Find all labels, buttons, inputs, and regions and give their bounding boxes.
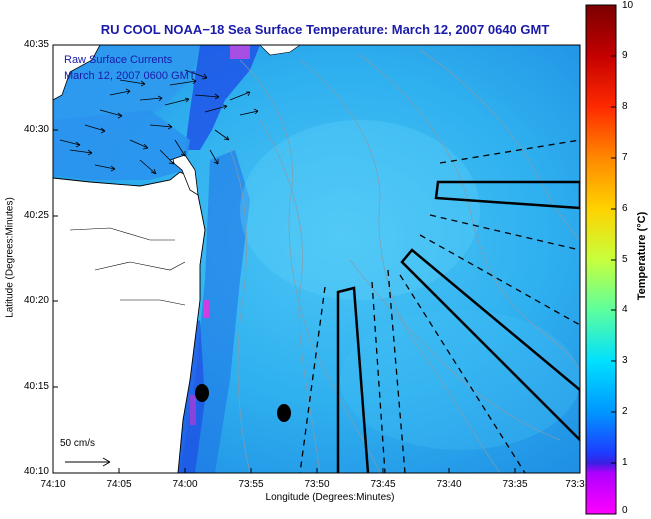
- colorbar-tick-label: 7: [622, 152, 628, 163]
- x-tick-marks: [52, 468, 581, 473]
- y-tick-marks: [53, 44, 58, 474]
- colorbar-tick-label: 4: [622, 304, 628, 315]
- x-tick-label: 73:35: [502, 479, 528, 490]
- colorbar-tick-label: 2: [622, 406, 628, 417]
- colorbar-tick-label: 10: [622, 0, 634, 11]
- colorbar-tick-label: 8: [622, 101, 628, 112]
- y-tick-label: 40:15: [23, 381, 49, 392]
- surface-current-vectors: [59, 69, 259, 175]
- station-marker: [277, 404, 291, 422]
- colorbar-tick-label: 6: [622, 203, 628, 214]
- x-axis-label: Longitude (Degrees:Minutes): [265, 492, 395, 503]
- scale-arrow: [65, 457, 111, 467]
- colorbar-label: Temperature (°C): [636, 211, 648, 301]
- y-tick-label: 40:35: [23, 39, 49, 50]
- x-tick-label: 74:10: [40, 479, 66, 490]
- x-tick-label: 73:50: [304, 479, 330, 490]
- currents-date-label: March 12, 2007 0600 GMT: [64, 70, 196, 82]
- x-tick-label: 74:05: [106, 479, 132, 490]
- scale-label: 50 cm/s: [60, 438, 96, 449]
- x-tick-label: 74:00: [172, 479, 198, 490]
- colorbar-tick-label: 1: [622, 457, 628, 468]
- currents-label: Raw Surface Currents: [64, 54, 173, 66]
- y-axis-label: Latitude (Degrees:Minutes): [4, 197, 16, 318]
- land-mask: [53, 45, 301, 473]
- x-tick-label: 73:40: [436, 479, 462, 490]
- x-tick-label: 73:45: [370, 479, 396, 490]
- bathymetry-contours: [229, 49, 580, 473]
- y-tick-label: 40:30: [23, 124, 49, 135]
- map-title: RU COOL NOAA−18 Sea Surface Temperature:…: [100, 22, 550, 37]
- x-tick-label: 73:3: [565, 479, 585, 490]
- station-marker: [195, 384, 209, 402]
- colorbar-tick-label: 5: [622, 254, 628, 265]
- colorbar-tick-label: 0: [622, 505, 628, 516]
- colorbar-tick-marks: [611, 4, 616, 515]
- y-tick-label: 40:25: [23, 210, 49, 221]
- x-tick-label: 73:55: [238, 479, 264, 490]
- glider-transects: [299, 139, 580, 473]
- y-tick-label: 40:10: [23, 466, 49, 477]
- colorbar-tick-label: 3: [622, 355, 628, 366]
- colorbar-tick-label: 9: [622, 50, 628, 61]
- y-tick-label: 40:20: [23, 295, 49, 306]
